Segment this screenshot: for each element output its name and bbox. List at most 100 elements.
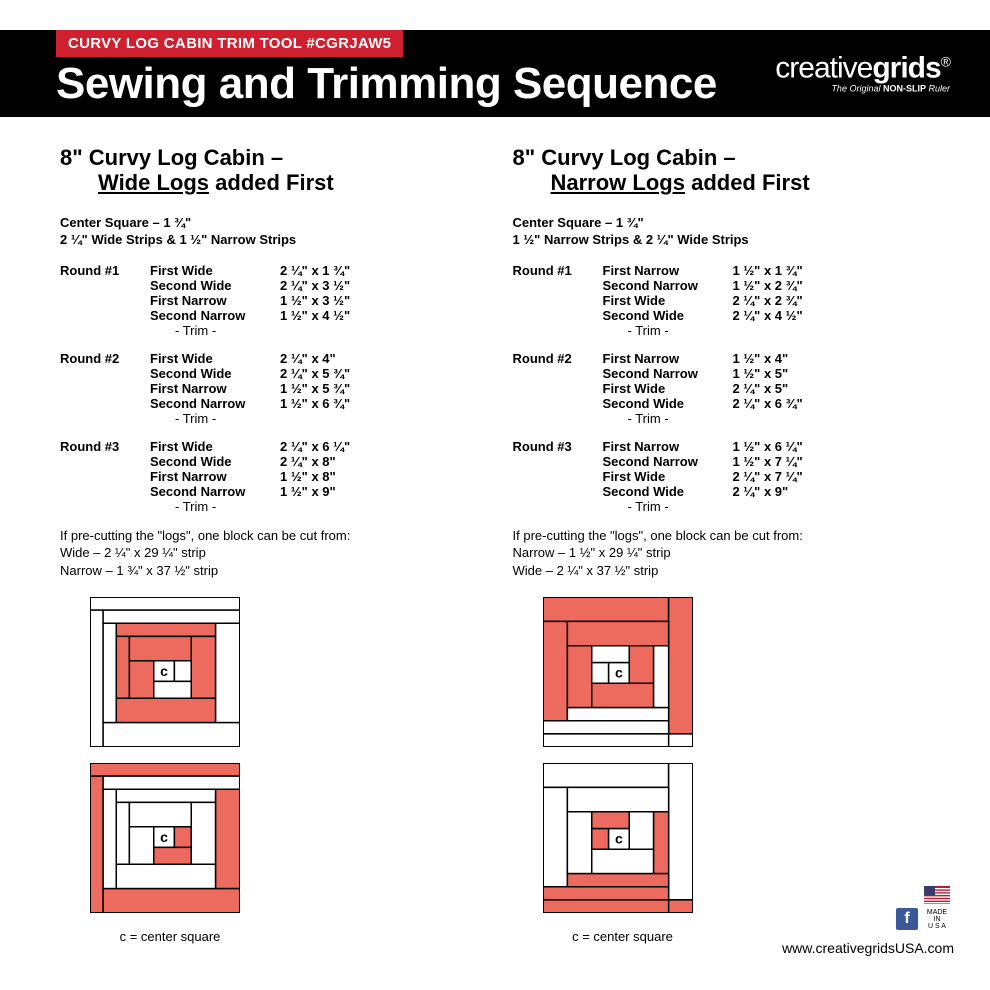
- cut-name: Second Wide: [150, 278, 280, 293]
- cut-size: 2 ¼" x 6 ¾": [733, 396, 803, 411]
- round-label: Round #2: [513, 351, 603, 426]
- rounds-list: Round #1First Narrow1 ½" x 1 ¾"Second Na…: [513, 263, 946, 514]
- cut-name: Second Wide: [603, 308, 733, 323]
- cut-name: First Wide: [603, 469, 733, 484]
- svg-text:c: c: [160, 829, 168, 845]
- trim-label: - Trim -: [603, 323, 946, 338]
- cut-row: Second Wide2 ¼" x 9": [603, 484, 946, 499]
- svg-text:c: c: [615, 665, 623, 681]
- cut-name: First Narrow: [150, 293, 280, 308]
- round-label: Round #3: [60, 439, 150, 514]
- cut-row: First Narrow1 ½" x 6 ¼": [603, 439, 946, 454]
- cut-size: 1 ½" x 5": [733, 366, 789, 381]
- cut-row: Second Narrow1 ½" x 2 ¾": [603, 278, 946, 293]
- footer-icons: f MADE INU S A: [896, 886, 950, 930]
- cut-name: Second Narrow: [603, 454, 733, 469]
- cut-row: First Wide2 ¼" x 5": [603, 381, 946, 396]
- cut-name: First Narrow: [150, 469, 280, 484]
- trim-label: - Trim -: [603, 411, 946, 426]
- cut-row: Second Wide2 ¼" x 3 ½": [150, 278, 493, 293]
- cut-row: First Wide2 ¼" x 2 ¾": [603, 293, 946, 308]
- precut-note: If pre-cutting the "logs", one block can…: [513, 527, 946, 580]
- round: Round #3First Wide2 ¼" x 6 ¼"Second Wide…: [60, 439, 493, 514]
- diagrams: c c c = center square: [513, 597, 946, 944]
- cut-size: 1 ½" x 5 ¾": [280, 381, 350, 396]
- cut-row: First Narrow1 ½" x 3 ½": [150, 293, 493, 308]
- cut-size: 2 ¼" x 8": [280, 454, 336, 469]
- cut-name: First Narrow: [603, 263, 733, 278]
- col-title: 8" Curvy Log Cabin – Wide Logs added Fir…: [60, 145, 493, 196]
- top-margin: [0, 0, 990, 30]
- cut-size: 1 ½" x 8": [280, 469, 336, 484]
- cut-row: Second Narrow1 ½" x 4 ½": [150, 308, 493, 323]
- spec-top: Center Square – 1 ¾" 1 ½" Narrow Strips …: [513, 214, 946, 249]
- cut-name: Second Narrow: [150, 484, 280, 499]
- cut-size: 2 ¼" x 1 ¾": [280, 263, 350, 278]
- cut-name: Second Narrow: [150, 396, 280, 411]
- svg-text:c: c: [160, 663, 168, 679]
- diagram-wide-1: c: [90, 597, 493, 747]
- cut-row: Second Wide2 ¼" x 8": [150, 454, 493, 469]
- trim-label: - Trim -: [603, 499, 946, 514]
- round: Round #1First Wide2 ¼" x 1 ¾"Second Wide…: [60, 263, 493, 338]
- cut-name: First Wide: [150, 439, 280, 454]
- cut-row: Second Narrow1 ½" x 7 ¼": [603, 454, 946, 469]
- cut-size: 1 ½" x 1 ¾": [733, 263, 803, 278]
- cut-row: Second Narrow1 ½" x 9": [150, 484, 493, 499]
- cut-name: First Narrow: [150, 381, 280, 396]
- trim-label: - Trim -: [150, 411, 493, 426]
- cut-size: 2 ¼" x 9": [733, 484, 789, 499]
- cut-row: First Wide2 ¼" x 7 ¼": [603, 469, 946, 484]
- cut-name: First Wide: [603, 293, 733, 308]
- page: CURVY LOG CABIN TRIM TOOL #CGRJAW5 Sewin…: [0, 0, 990, 990]
- header: CURVY LOG CABIN TRIM TOOL #CGRJAW5 Sewin…: [0, 30, 990, 117]
- cut-size: 2 ¼" x 2 ¾": [733, 293, 803, 308]
- cut-row: Second Wide2 ¼" x 6 ¾": [603, 396, 946, 411]
- round: Round #1First Narrow1 ½" x 1 ¾"Second Na…: [513, 263, 946, 338]
- precut-note: If pre-cutting the "logs", one block can…: [60, 527, 493, 580]
- cut-size: 2 ¼" x 5": [733, 381, 789, 396]
- footer-url: www.creativegridsUSA.com: [782, 940, 954, 956]
- trim-label: - Trim -: [150, 499, 493, 514]
- cut-name: First Narrow: [603, 439, 733, 454]
- cut-name: First Wide: [150, 351, 280, 366]
- cut-row: First Wide2 ¼" x 1 ¾": [150, 263, 493, 278]
- cut-row: First Narrow1 ½" x 1 ¾": [603, 263, 946, 278]
- cut-size: 1 ½" x 4 ½": [280, 308, 350, 323]
- cut-row: Second Narrow1 ½" x 5": [603, 366, 946, 381]
- cut-name: Second Wide: [150, 366, 280, 381]
- diagrams: c c c = center square: [60, 597, 493, 944]
- column-wide-first: 8" Curvy Log Cabin – Wide Logs added Fir…: [60, 145, 493, 990]
- logo-word-2: grids: [872, 51, 940, 84]
- cut-name: First Narrow: [603, 351, 733, 366]
- brand-logo: creativegrids® The Original NON-SLIP Rul…: [775, 54, 950, 93]
- cut-size: 1 ½" x 7 ¼": [733, 454, 803, 469]
- cut-size: 2 ¼" x 4 ½": [733, 308, 803, 323]
- cut-row: First Narrow1 ½" x 4": [603, 351, 946, 366]
- product-tag: CURVY LOG CABIN TRIM TOOL #CGRJAW5: [56, 30, 403, 57]
- col-title: 8" Curvy Log Cabin – Narrow Logs added F…: [513, 145, 946, 196]
- cut-size: 2 ¼" x 4": [280, 351, 336, 366]
- column-narrow-first: 8" Curvy Log Cabin – Narrow Logs added F…: [513, 145, 946, 990]
- logo-registered: ®: [941, 53, 950, 69]
- cut-size: 2 ¼" x 5 ¾": [280, 366, 350, 381]
- round: Round #3First Narrow1 ½" x 6 ¼"Second Na…: [513, 439, 946, 514]
- round-label: Round #3: [513, 439, 603, 514]
- cut-name: Second Wide: [603, 396, 733, 411]
- cut-size: 1 ½" x 2 ¾": [733, 278, 803, 293]
- cut-size: 2 ¼" x 7 ¼": [733, 469, 803, 484]
- flag-icon: MADE INU S A: [924, 886, 950, 930]
- cut-name: First Wide: [603, 381, 733, 396]
- cut-name: Second Wide: [603, 484, 733, 499]
- trim-label: - Trim -: [150, 323, 493, 338]
- cut-size: 1 ½" x 9": [280, 484, 336, 499]
- content: 8" Curvy Log Cabin – Wide Logs added Fir…: [0, 117, 990, 990]
- cut-row: Second Wide2 ¼" x 5 ¾": [150, 366, 493, 381]
- cut-row: First Narrow1 ½" x 5 ¾": [150, 381, 493, 396]
- cut-size: 1 ½" x 6 ¾": [280, 396, 350, 411]
- facebook-icon: f: [896, 908, 918, 930]
- round: Round #2First Narrow1 ½" x 4"Second Narr…: [513, 351, 946, 426]
- logo-word-1: creative: [775, 51, 872, 84]
- round-label: Round #2: [60, 351, 150, 426]
- cut-row: First Narrow1 ½" x 8": [150, 469, 493, 484]
